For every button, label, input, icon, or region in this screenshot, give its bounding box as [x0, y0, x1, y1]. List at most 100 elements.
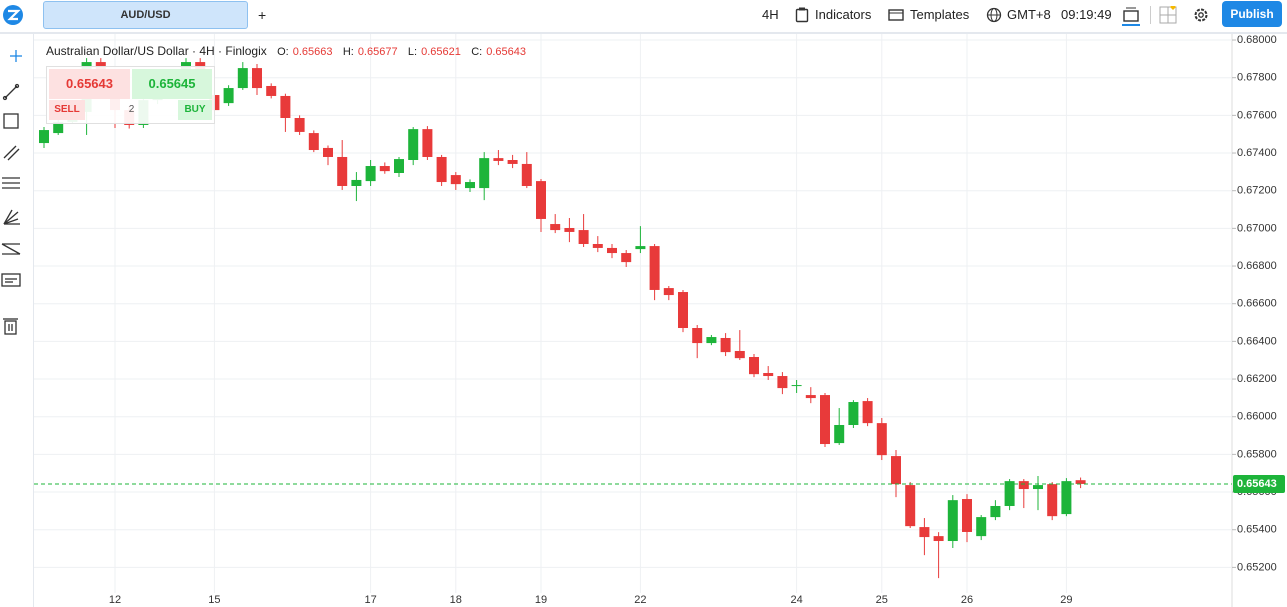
candle — [919, 518, 930, 556]
candle-body — [479, 158, 490, 189]
legend-low: 0.65621 — [421, 46, 461, 58]
sell-button[interactable]: SELL — [49, 100, 85, 120]
trendline-tool[interactable] — [2, 83, 20, 101]
fan-tool[interactable] — [3, 209, 20, 225]
plot-area — [34, 34, 1232, 593]
y-tick-label: 0.65800 — [1237, 448, 1277, 460]
candle-body — [308, 133, 319, 151]
y-tick-label: 0.65400 — [1237, 524, 1277, 536]
candle — [635, 226, 646, 254]
candle — [465, 179, 475, 193]
x-tick-label: 22 — [634, 594, 646, 606]
interval[interactable]: 4H — [762, 7, 779, 22]
candle-body — [720, 337, 731, 353]
indicators[interactable]: Indicators — [815, 7, 872, 22]
candle — [649, 244, 660, 301]
candle-body — [436, 156, 447, 183]
candle — [1075, 477, 1086, 489]
left-toolbar — [0, 34, 34, 607]
y-tick-label: 0.67200 — [1237, 185, 1277, 197]
text-tool[interactable] — [1, 273, 21, 287]
candle-body — [223, 88, 234, 104]
candle-body — [947, 500, 958, 542]
candle-body — [493, 158, 504, 161]
quantity[interactable]: 2 — [128, 104, 135, 115]
candle-body — [578, 230, 589, 245]
templates-icon[interactable] — [888, 8, 904, 22]
candle — [1061, 478, 1072, 517]
x-tick-label: 26 — [961, 594, 973, 606]
rectangle-tool[interactable] — [3, 113, 19, 129]
settings-icon[interactable] — [1193, 7, 1209, 23]
layout-icon[interactable] — [1159, 6, 1177, 24]
candle-body — [521, 163, 532, 186]
legend-open-label: O: — [277, 46, 289, 58]
globe-icon[interactable] — [986, 7, 1002, 23]
legend-symbol: Australian Dollar/US Dollar · 4H · Finlo… — [46, 44, 267, 58]
layers-icon[interactable] — [1122, 5, 1140, 27]
candle — [692, 324, 703, 359]
buy-price[interactable]: 0.65645 — [132, 69, 212, 99]
publish-button[interactable]: Publish — [1222, 1, 1282, 27]
legend-close-label: C: — [471, 46, 483, 58]
y-tick-label: 0.66400 — [1237, 335, 1277, 347]
candle — [734, 330, 745, 361]
candle-body — [252, 68, 262, 89]
add-tab[interactable]: + — [258, 7, 267, 23]
candle-body — [919, 527, 930, 538]
candle — [493, 150, 504, 166]
logo[interactable] — [2, 4, 24, 26]
candle — [862, 398, 873, 427]
candle-body — [592, 244, 603, 248]
x-tick-label: 25 — [876, 594, 888, 606]
symbol-tab[interactable]: AUD/USD — [43, 1, 248, 29]
chart-legend: Australian Dollar/US Dollar · 4H · Finlo… — [46, 44, 526, 58]
candle-body — [550, 224, 561, 231]
candle-body — [266, 85, 277, 96]
legend-open: 0.65663 — [292, 46, 333, 58]
candle — [592, 236, 603, 253]
candle — [848, 400, 859, 429]
candle — [962, 494, 972, 543]
fib-tool[interactable] — [2, 177, 20, 189]
candle-body — [1047, 484, 1058, 517]
candle — [294, 115, 305, 135]
crosshair-tool[interactable] — [10, 50, 22, 62]
candle-body — [450, 175, 461, 185]
clock: 09:19:49 — [1061, 7, 1112, 22]
x-tick-label: 19 — [535, 594, 547, 606]
y-tick-label: 0.67400 — [1237, 147, 1277, 159]
buy-button[interactable]: BUY — [178, 100, 212, 120]
candle — [820, 392, 830, 448]
top-toolbar: AUD/USD + 4H Indicators Templates GMT+8 … — [0, 0, 1287, 34]
separator — [1150, 6, 1151, 24]
candle — [905, 482, 916, 529]
candle-body — [1075, 480, 1086, 484]
channel-tool[interactable] — [3, 145, 20, 161]
candle-body — [692, 328, 703, 344]
candle — [351, 172, 362, 202]
candle — [408, 127, 419, 166]
templates[interactable]: Templates — [910, 7, 970, 22]
delete-tool[interactable] — [3, 318, 18, 335]
candle — [252, 63, 262, 96]
indicators-icon[interactable] — [795, 7, 809, 23]
candle — [621, 250, 632, 267]
candle — [436, 154, 447, 186]
candle-body — [237, 68, 248, 89]
candle-body — [422, 129, 433, 157]
legend-close: 0.65643 — [486, 46, 526, 58]
sell-price[interactable]: 0.65643 — [49, 69, 130, 99]
last-price-badge — [1233, 474, 1285, 493]
timezone[interactable]: GMT+8 — [1007, 7, 1051, 22]
x-tick-label: 17 — [364, 594, 376, 606]
candle-body — [1004, 481, 1015, 506]
candle — [450, 172, 461, 190]
pattern-tool[interactable] — [1, 243, 21, 255]
candle-body — [777, 376, 788, 389]
y-tick-label: 0.65200 — [1237, 561, 1277, 573]
candle — [536, 179, 546, 232]
candle — [1033, 476, 1043, 511]
candle — [607, 244, 617, 259]
